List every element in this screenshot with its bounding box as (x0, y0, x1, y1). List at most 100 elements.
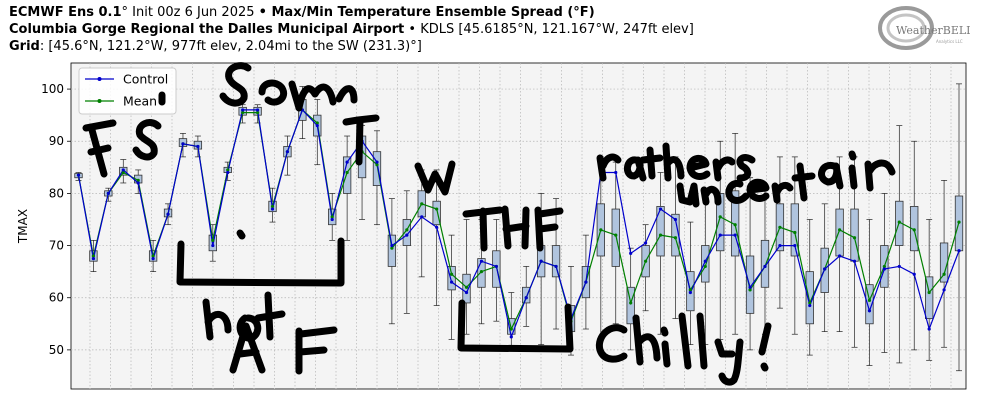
legend-label-mean: Mean (123, 94, 157, 109)
point-mean (808, 301, 812, 305)
point-mean (345, 170, 349, 175)
point-control (688, 290, 692, 295)
series-lines (76, 108, 961, 339)
point-mean (509, 327, 513, 331)
point-control (942, 288, 946, 292)
point-control (539, 259, 543, 263)
box (760, 239, 770, 288)
point-control (808, 303, 812, 308)
point-control (823, 267, 827, 271)
legend-marker-control (97, 77, 102, 81)
point-mean (449, 272, 454, 276)
y-tick-label: 80 (49, 186, 64, 200)
point-mean (121, 170, 125, 175)
point-control (703, 259, 707, 263)
logo-subtext: Analytics LLC (936, 39, 963, 44)
point-control (196, 144, 200, 149)
point-control (345, 160, 349, 164)
box (656, 206, 665, 257)
point-mean (882, 264, 886, 269)
box (402, 219, 411, 246)
y-tick-label: 60 (49, 291, 64, 305)
point-mean (942, 272, 946, 276)
y-axis-label: TMAX (16, 209, 30, 244)
point-control (718, 233, 722, 237)
point-mean (703, 264, 707, 269)
point-control (136, 181, 140, 185)
point-control (315, 123, 319, 128)
point-control (76, 173, 81, 177)
point-control (166, 212, 170, 216)
point-control (658, 207, 663, 211)
point-control (838, 254, 842, 258)
point-mean (927, 290, 931, 295)
degree-mark: ° (121, 5, 129, 20)
series-line-mean (77, 108, 960, 331)
point-control (524, 296, 528, 300)
point-mean (390, 246, 394, 250)
point-mean (778, 225, 782, 229)
point-mean (241, 110, 245, 115)
point-control (121, 168, 125, 172)
weatherbell-logo: WeatherBELL Analytics LLC (878, 6, 970, 50)
point-control (509, 335, 513, 339)
box (432, 200, 441, 226)
point-control (927, 327, 931, 331)
point-mean (211, 238, 215, 242)
point-control (763, 264, 767, 269)
box (447, 266, 456, 291)
point-control (226, 170, 230, 175)
point-mean (420, 202, 424, 206)
point-mean (748, 288, 752, 292)
point-mean (136, 178, 140, 182)
box (372, 151, 382, 186)
box (939, 242, 949, 283)
point-mean (912, 228, 916, 232)
point-mean (464, 285, 469, 289)
box (387, 234, 397, 267)
point-control (390, 243, 394, 248)
box (701, 245, 710, 283)
point-mean (405, 228, 409, 232)
point-mean (793, 230, 797, 235)
init-time: Init 00z 6 Jun 2025 (128, 5, 259, 20)
point-mean (658, 233, 663, 237)
series-line-control (77, 108, 960, 339)
point-mean (673, 236, 678, 240)
station-details: • KDLS [45.6185°N, 121.167°W, 247ft elev… (404, 22, 694, 37)
point-control (793, 243, 797, 248)
point-control (882, 267, 886, 271)
point-mean (599, 228, 603, 232)
point-mean (838, 228, 842, 232)
handwriting-w-tf (414, 160, 574, 353)
point-control (270, 207, 275, 211)
point-control (584, 280, 588, 284)
box (835, 208, 844, 257)
point-control (957, 249, 961, 253)
chart-header-line-2: Columbia Gorge Regional the Dalles Munic… (9, 22, 694, 38)
point-control (494, 264, 498, 269)
point-control (405, 233, 409, 237)
point-control (255, 108, 260, 112)
logo-text: WeatherBELL (896, 24, 970, 37)
point-control (285, 150, 290, 154)
handwriting-its-so-hot (82, 62, 380, 178)
point-mean (91, 254, 96, 258)
point-mean (226, 168, 230, 172)
point-control (91, 257, 96, 261)
legend-label-control: Control (123, 72, 168, 87)
point-mean (688, 288, 692, 292)
point-mean (614, 233, 618, 237)
point-control (778, 243, 782, 248)
grid-details: : [45.6°N, 121.2°W, 977ft elev, 2.04mi t… (39, 39, 422, 54)
point-mean (375, 163, 379, 167)
point-mean (435, 207, 439, 211)
bullet: • (258, 5, 267, 20)
point-mean (733, 223, 737, 227)
point-mean (255, 110, 260, 115)
box (925, 276, 934, 319)
point-control (867, 309, 872, 313)
point-control (897, 264, 901, 269)
point-mean (270, 204, 275, 209)
